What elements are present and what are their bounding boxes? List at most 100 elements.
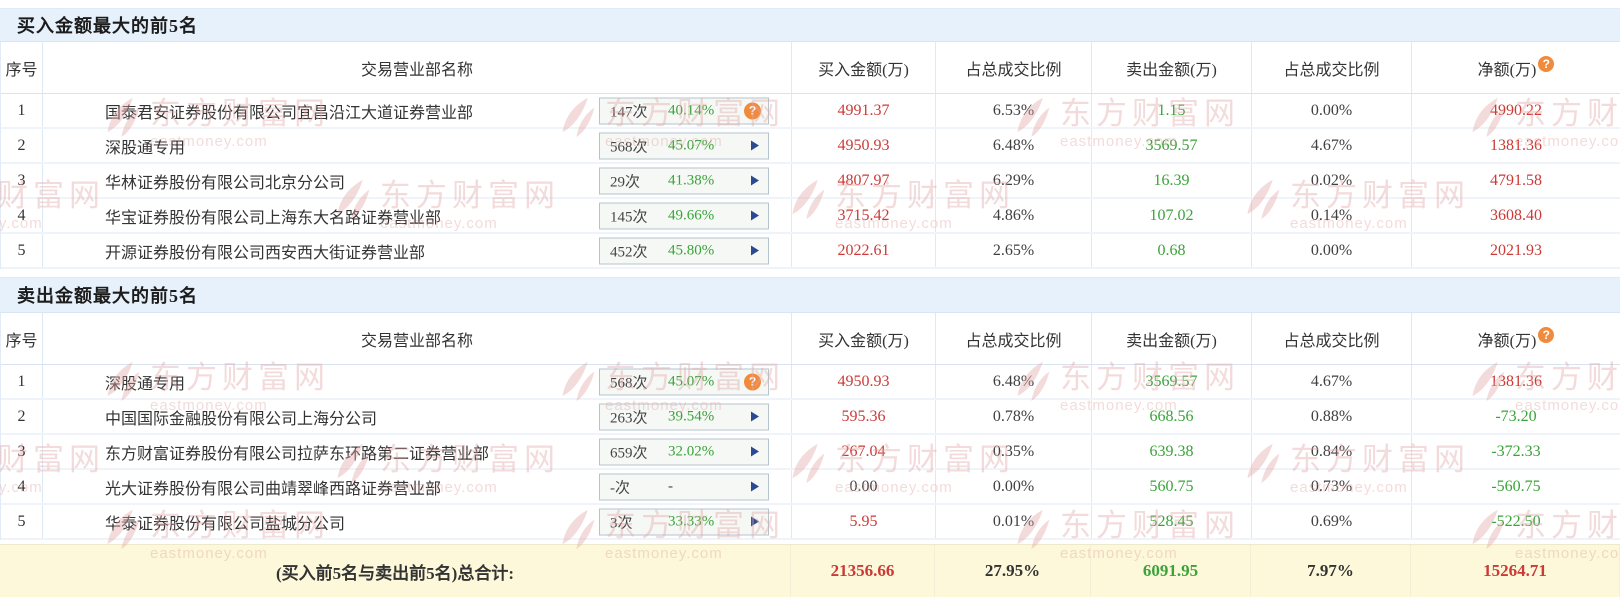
sell-ratio: 0.00% [1252, 94, 1412, 127]
trade-stats-badge[interactable]: 147次 40.14% ? [599, 97, 769, 124]
row-index: 1 [1, 365, 43, 398]
sell-ratio: 0.14% [1252, 199, 1412, 232]
expand-arrow-icon[interactable] [751, 245, 759, 256]
branch-name[interactable]: 华宝证券股份有限公司上海东大名路证券营业部 [105, 209, 442, 227]
total-sell-ratio: 7.97% [1251, 545, 1411, 597]
expand-arrow-icon[interactable] [751, 446, 759, 457]
buy-table: 序号 交易营业部名称 买入金额(万) 占总成交比例 卖出金额(万) 占总成交比例… [0, 42, 1620, 269]
table-row: 4 光大证券股份有限公司曲靖翠峰西路证券营业部 -次 - ? 0.00 0.00… [1, 470, 1620, 505]
branch-name[interactable]: 深股通专用 [105, 139, 186, 157]
help-icon[interactable]: ? [1538, 55, 1555, 72]
trade-stats-badge[interactable]: 3次 33.33% ? [599, 508, 769, 535]
trade-count: 3次 [610, 515, 633, 531]
buy-amount: 0.00 [792, 470, 936, 503]
buy-amount: 4950.93 [792, 365, 936, 398]
expand-arrow-icon[interactable] [751, 481, 759, 492]
total-buy-amount: 21356.66 [791, 545, 935, 597]
branch-name[interactable]: 华泰证券股份有限公司盐城分公司 [105, 515, 346, 533]
sell-amount: 3569.57 [1092, 129, 1252, 162]
buy-ratio: 2.65% [936, 234, 1092, 267]
trade-stats-badge[interactable]: 145次 49.66% ? [599, 202, 769, 229]
net-amount: 4990.22 [1490, 101, 1542, 119]
sell-ratio: 4.67% [1252, 365, 1412, 398]
expand-arrow-icon[interactable] [751, 210, 759, 221]
expand-arrow-icon[interactable] [751, 175, 759, 186]
win-rate: 40.14% [668, 102, 715, 118]
col-header-index: 序号 [1, 313, 43, 364]
trade-stats-badge[interactable]: 29次 41.38% ? [599, 167, 769, 194]
expand-arrow-icon[interactable] [751, 140, 759, 151]
buy-amount: 4991.37 [792, 94, 936, 127]
grand-total-row: (买入前5名与卖出前5名)总合计: 21356.66 27.95% 6091.9… [0, 544, 1620, 597]
win-rate: 45.07% [668, 137, 715, 153]
table-row: 1 深股通专用 568次 45.07% ? 4950.93 6.48% 3569… [1, 365, 1620, 400]
net-amount: 2021.93 [1490, 241, 1542, 259]
total-net-amount: 15264.71 [1411, 545, 1620, 597]
branch-name-cell: 华林证券股份有限公司北京分公司 29次 41.38% ? [43, 164, 792, 197]
win-rate: 33.33% [668, 513, 715, 529]
win-rate: 49.66% [668, 207, 715, 223]
buy-table-rows: 1 国泰君安证券股份有限公司宜昌沿江大道证券营业部 147次 40.14% ? … [1, 94, 1620, 269]
trade-count: 452次 [610, 244, 648, 260]
buy-ratio: 0.78% [936, 400, 1092, 433]
buy-amount: 4950.93 [792, 129, 936, 162]
trade-count: 147次 [610, 104, 648, 120]
col-header-sell-amount: 卖出金额(万) [1092, 313, 1252, 364]
expand-arrow-icon[interactable] [751, 411, 759, 422]
sell-table-rows: 1 深股通专用 568次 45.07% ? 4950.93 6.48% 3569… [1, 365, 1620, 540]
net-amount: -522.50 [1491, 512, 1541, 530]
trade-stats-badge[interactable]: 452次 45.80% ? [599, 237, 769, 264]
buy-amount: 595.36 [792, 400, 936, 433]
branch-name[interactable]: 开源证券股份有限公司西安西大街证券营业部 [105, 244, 426, 262]
help-icon[interactable]: ? [744, 373, 761, 390]
branch-name-cell: 中国国际金融股份有限公司上海分公司 263次 39.54% ? [43, 400, 792, 433]
sell-ratio: 0.00% [1252, 234, 1412, 267]
table-row: 2 中国国际金融股份有限公司上海分公司 263次 39.54% ? 595.36… [1, 400, 1620, 435]
table-row: 4 华宝证券股份有限公司上海东大名路证券营业部 145次 49.66% ? 37… [1, 199, 1620, 234]
col-header-branch-name: 交易营业部名称 [43, 42, 792, 93]
trade-stats-badge[interactable]: -次 - ? [599, 473, 769, 500]
trade-stats-badge[interactable]: 568次 45.07% ? [599, 368, 769, 395]
win-rate: 45.07% [668, 373, 715, 389]
expand-arrow-icon[interactable] [751, 516, 759, 527]
branch-name-cell: 东方财富证券股份有限公司拉萨东环路第二证券营业部 659次 32.02% ? [43, 435, 792, 468]
grand-total-label: (买入前5名与卖出前5名)总合计: [0, 545, 791, 597]
trade-stats-badge[interactable]: 263次 39.54% ? [599, 403, 769, 430]
total-sell-amount: 6091.95 [1091, 545, 1251, 597]
win-rate: 45.80% [668, 242, 715, 258]
help-icon[interactable]: ? [744, 102, 761, 119]
trade-count: 568次 [610, 375, 648, 391]
row-index: 4 [1, 199, 43, 232]
row-index: 5 [1, 234, 43, 267]
branch-name[interactable]: 光大证券股份有限公司曲靖翠峰西路证券营业部 [105, 480, 442, 498]
help-icon[interactable]: ? [1538, 326, 1555, 343]
trade-count: 568次 [610, 139, 648, 155]
sell-ratio: 0.84% [1252, 435, 1412, 468]
win-rate: 32.02% [668, 443, 715, 459]
trade-stats-badge[interactable]: 659次 32.02% ? [599, 438, 769, 465]
trade-stats-badge[interactable]: 568次 45.07% ? [599, 132, 769, 159]
trade-count: 659次 [610, 445, 648, 461]
buy-ratio: 6.29% [936, 164, 1092, 197]
buy-section-title: 买入金额最大的前5名 [0, 8, 1620, 42]
win-rate: 41.38% [668, 172, 715, 188]
table-row: 1 国泰君安证券股份有限公司宜昌沿江大道证券营业部 147次 40.14% ? … [1, 94, 1620, 129]
sell-amount: 639.38 [1092, 435, 1252, 468]
sell-amount: 107.02 [1092, 199, 1252, 232]
col-header-buy-ratio: 占总成交比例 [936, 42, 1092, 93]
table-row: 5 开源证券股份有限公司西安西大街证券营业部 452次 45.80% ? 202… [1, 234, 1620, 269]
branch-name[interactable]: 华林证券股份有限公司北京分公司 [105, 174, 346, 192]
trade-count: 263次 [610, 410, 648, 426]
branch-name[interactable]: 国泰君安证券股份有限公司宜昌沿江大道证券营业部 [105, 104, 474, 122]
branch-name-cell: 光大证券股份有限公司曲靖翠峰西路证券营业部 -次 - ? [43, 470, 792, 503]
row-index: 2 [1, 400, 43, 433]
branch-name[interactable]: 东方财富证券股份有限公司拉萨东环路第二证券营业部 [105, 445, 490, 463]
buy-table-header: 序号 交易营业部名称 买入金额(万) 占总成交比例 卖出金额(万) 占总成交比例… [1, 42, 1620, 94]
sell-ratio: 0.02% [1252, 164, 1412, 197]
net-amount: 1381.36 [1490, 372, 1542, 390]
branch-name[interactable]: 深股通专用 [105, 375, 186, 393]
win-rate: - [668, 478, 673, 494]
sell-ratio: 0.69% [1252, 505, 1412, 538]
branch-name[interactable]: 中国国际金融股份有限公司上海分公司 [105, 410, 378, 428]
